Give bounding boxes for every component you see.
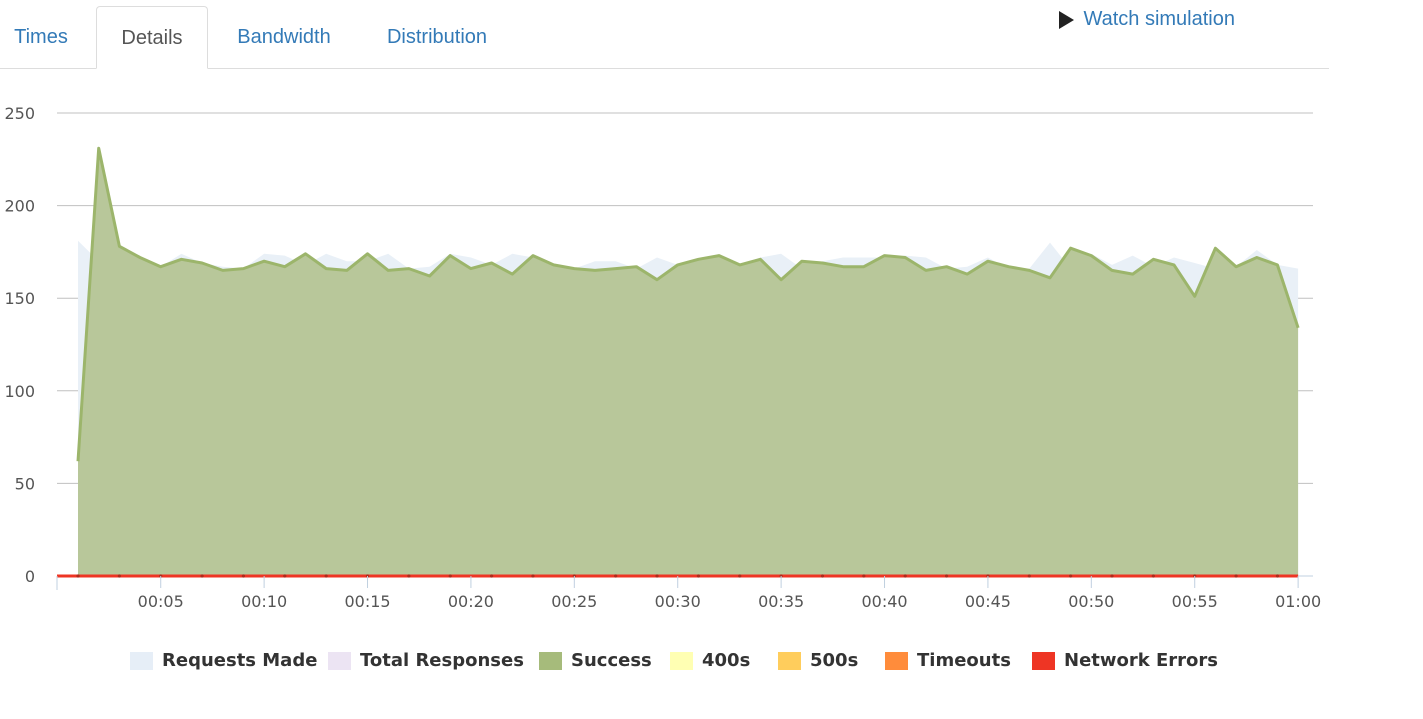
- network-errors-point: [407, 574, 411, 578]
- network-errors-point: [490, 574, 494, 578]
- network-errors-point: [241, 574, 246, 578]
- y-tick-label: 150: [4, 289, 35, 308]
- network-errors-point: [738, 574, 742, 578]
- x-tick-label: 00:25: [551, 592, 597, 611]
- details-chart: 0 50 100 150 200 250 00:05 00:10 00:15 00:20 00:25…: [4, 104, 1321, 611]
- legend-swatch: [130, 651, 153, 670]
- x-tick-label: 00:20: [448, 592, 494, 611]
- network-errors-point: [1110, 574, 1114, 578]
- network-errors-point: [655, 574, 659, 578]
- legend-item[interactable]: Network Errors: [1032, 650, 1218, 671]
- y-tick-label: 50: [15, 474, 35, 493]
- network-errors-point: [1275, 574, 1280, 578]
- x-tick-label: 00:05: [138, 592, 184, 611]
- x-tick-label: 00:30: [655, 592, 701, 611]
- x-tick-label: 00:55: [1172, 592, 1218, 611]
- network-errors-point: [1234, 574, 1238, 578]
- network-errors-point: [531, 574, 535, 578]
- tab-details[interactable]: Details: [96, 6, 208, 69]
- watch-simulation-label: Watch simulation: [1083, 8, 1235, 30]
- legend-item[interactable]: Timeouts: [885, 650, 1011, 671]
- network-errors-point: [944, 574, 949, 578]
- legend-swatch: [670, 651, 693, 670]
- x-tick-label: 00:10: [241, 592, 287, 611]
- legend-label: 400s: [702, 650, 751, 671]
- legend-label: Network Errors: [1064, 650, 1218, 671]
- network-errors-point: [614, 574, 618, 578]
- tab-bar-divider: [0, 68, 1329, 69]
- legend-item[interactable]: 400s: [670, 650, 750, 671]
- legend-item[interactable]: Requests Made: [130, 650, 317, 671]
- watch-simulation-link[interactable]: Watch simulation: [1059, 8, 1235, 31]
- play-icon: [1059, 10, 1075, 29]
- legend-swatch: [885, 651, 908, 670]
- y-tick-label: 250: [4, 104, 35, 123]
- legend-label: 500s: [810, 650, 859, 671]
- network-errors-point: [862, 574, 866, 578]
- x-tick-label: 01:00: [1275, 592, 1321, 611]
- x-tick-label: 00:40: [861, 592, 907, 611]
- tab-distribution[interactable]: Distribution: [386, 26, 488, 48]
- legend-label: Success: [571, 650, 652, 671]
- legend-item[interactable]: 500s: [778, 650, 858, 671]
- legend-item[interactable]: Success: [539, 650, 652, 671]
- chart-legend: Requests Made Total Responses Success 400s 5…: [0, 650, 1423, 680]
- x-tick-label: 00:35: [758, 592, 804, 611]
- network-errors-point: [1027, 574, 1031, 578]
- network-errors-point: [1069, 574, 1073, 578]
- legend-label: Timeouts: [917, 650, 1011, 671]
- network-errors-point: [696, 574, 701, 578]
- network-errors-point: [76, 574, 80, 578]
- legend-swatch: [539, 651, 562, 670]
- legend-swatch: [1032, 651, 1055, 670]
- network-errors-point: [448, 574, 452, 578]
- y-tick-label: 100: [4, 382, 35, 401]
- tab-times[interactable]: Times: [14, 26, 68, 48]
- legend-item[interactable]: Total Responses: [328, 650, 524, 671]
- tab-bandwidth[interactable]: Bandwidth: [237, 26, 331, 48]
- network-errors-point: [283, 574, 287, 578]
- success-line: [76, 146, 1300, 462]
- legend-label: Total Responses: [360, 650, 524, 671]
- tab-bar: Times Details Bandwidth Distribution Wat…: [0, 0, 1329, 69]
- legend-label: Requests Made: [162, 650, 318, 671]
- network-errors-point: [200, 574, 204, 578]
- legend-swatch: [778, 651, 801, 670]
- network-errors-point: [820, 574, 825, 578]
- network-errors-point: [1151, 574, 1155, 578]
- x-tick-label: 00:50: [1068, 592, 1114, 611]
- network-errors-point: [903, 574, 907, 578]
- y-tick-label: 200: [4, 197, 35, 216]
- network-errors-point: [324, 574, 328, 578]
- y-tick-label: 0: [25, 567, 35, 586]
- x-tick-label: 00:15: [344, 592, 390, 611]
- success-area: [78, 148, 1299, 576]
- x-tick-label: 00:45: [965, 592, 1011, 611]
- legend-swatch: [328, 651, 351, 670]
- network-errors-point: [117, 574, 121, 578]
